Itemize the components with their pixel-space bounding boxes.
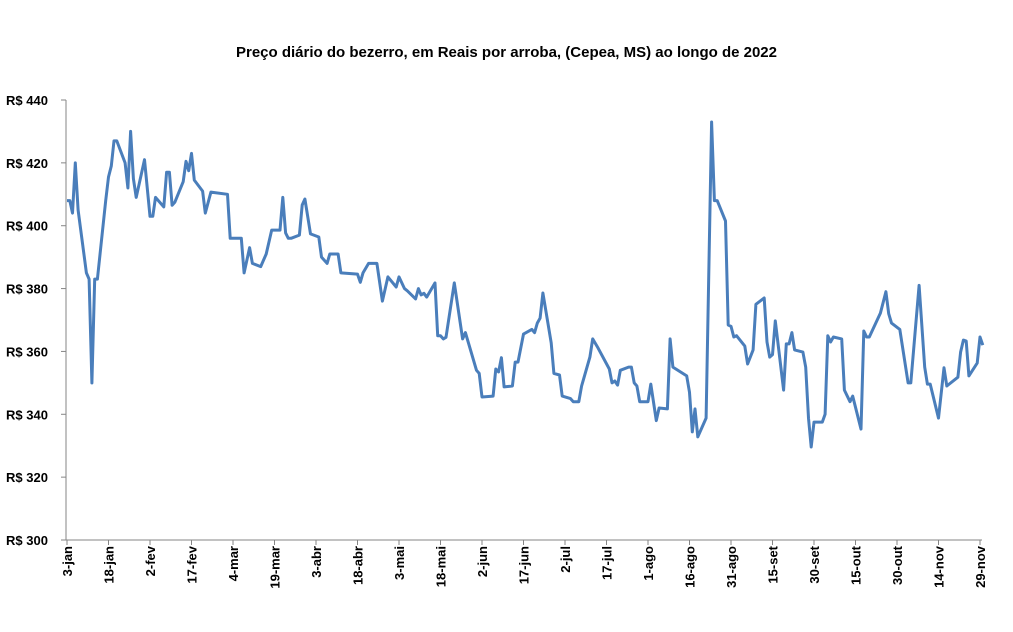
x-tick-label: 3-mai bbox=[392, 546, 407, 580]
y-tick-label: R$ 420 bbox=[6, 156, 48, 171]
y-axis: R$ 300 R$ 320 R$ 340 R$ 360 R$ 380 R$ 400 R$ 4… bbox=[6, 93, 67, 548]
x-tick-label: 2-fev bbox=[143, 545, 158, 576]
y-tick-label: R$ 440 bbox=[6, 93, 48, 108]
x-tick-label: 14-nov bbox=[932, 545, 947, 588]
x-tick-label: 18-jan bbox=[102, 546, 117, 584]
x-tick-label: 30-out bbox=[890, 545, 905, 585]
x-tick-label: 31-ago bbox=[724, 546, 739, 588]
y-tick-label: R$ 400 bbox=[6, 219, 48, 234]
series bbox=[66, 120, 985, 449]
x-tick-label: 18-mai bbox=[434, 546, 449, 587]
x-tick-label: 30-set bbox=[807, 545, 822, 583]
y-tick-label: R$ 320 bbox=[6, 470, 48, 485]
x-tick-label: 15-set bbox=[766, 545, 781, 583]
y-tick-label: R$ 300 bbox=[6, 533, 48, 548]
x-tick-label: 15-out bbox=[849, 545, 864, 585]
x-tick-label: 1-ago bbox=[641, 546, 656, 581]
x-tick-label: 3-jan bbox=[60, 546, 75, 576]
x-tick-label: 16-ago bbox=[683, 546, 698, 588]
x-tick-label: 17-jun bbox=[517, 546, 532, 584]
x-tick-label: 17-fev bbox=[185, 545, 200, 583]
x-tick-label: 3-abr bbox=[309, 546, 324, 578]
x-tick-label: 18-abr bbox=[351, 546, 366, 585]
x-tick-label: 19-mar bbox=[268, 546, 283, 589]
x-tick-label: 2-jul bbox=[558, 546, 573, 573]
x-tick-label: 29-nov bbox=[973, 545, 988, 588]
x-tick-label: 4-mar bbox=[226, 546, 241, 581]
price-line bbox=[67, 120, 985, 449]
x-tick-label: 17-jul bbox=[600, 546, 615, 580]
chart-title: Preço diário do bezerro, em Reais por ar… bbox=[236, 44, 777, 61]
x-axis: 3-jan 18-jan 2-fev 17-fev 4-mar 19-mar 3-abr 18… bbox=[60, 539, 988, 589]
y-tick-label: R$ 340 bbox=[6, 407, 48, 422]
y-tick-label: R$ 360 bbox=[6, 344, 48, 359]
x-tick-label: 2-jun bbox=[475, 546, 490, 577]
y-tick-label: R$ 380 bbox=[6, 282, 48, 297]
